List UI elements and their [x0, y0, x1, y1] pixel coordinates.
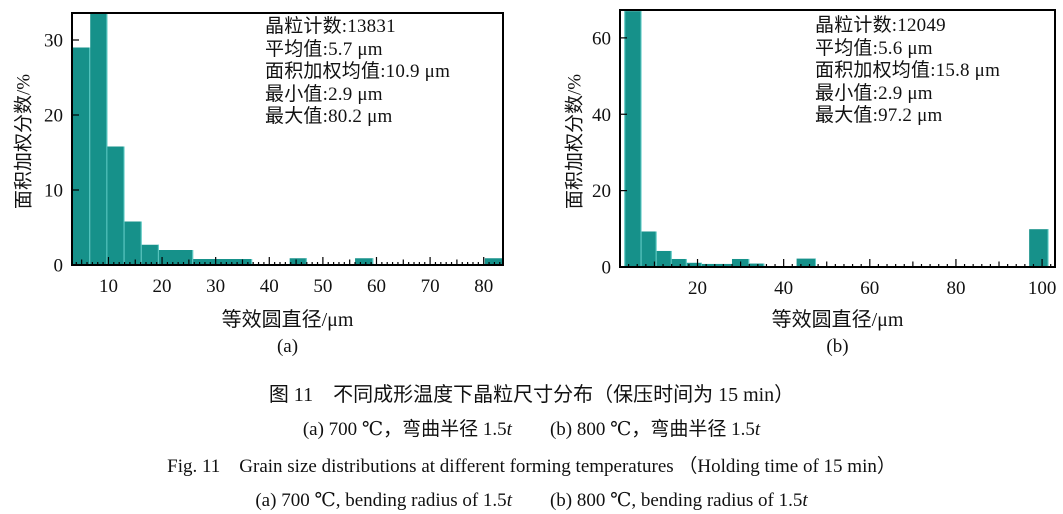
- panel-label-a: (a): [276, 336, 299, 357]
- svg-text:40: 40: [592, 105, 611, 126]
- svg-text:80: 80: [474, 276, 493, 297]
- caption-italic-t: t: [506, 490, 512, 511]
- panel-label-b: (b): [826, 336, 849, 357]
- caption-title-cn: 图 11 不同成形温度下晶粒尺寸分布（保压时间为 15 min）: [268, 384, 795, 406]
- annotation-line: 最小值:2.9 μm: [815, 82, 933, 104]
- svg-text:0: 0: [54, 256, 64, 277]
- svg-text:70: 70: [421, 276, 440, 297]
- caption-italic-t: t: [754, 419, 761, 440]
- annotation-line: 最大值:97.2 μm: [815, 105, 943, 126]
- y-axis-label: 面积加权分数/%: [13, 73, 35, 210]
- svg-text:80: 80: [946, 278, 965, 299]
- caption-italic-t: t: [506, 419, 512, 440]
- svg-text:10: 10: [99, 276, 118, 297]
- svg-text:30: 30: [206, 276, 225, 297]
- annotation-line: 平均值:5.6 μm: [815, 37, 933, 59]
- caption-title-en: Fig. 11 Grain size distributions at diff…: [167, 456, 896, 477]
- svg-text:10: 10: [44, 181, 63, 202]
- stats-annotation-b: 晶粒计数:12049 平均值:5.6 μm 面积加权均值:15.8 μm 最小值…: [815, 15, 1000, 128]
- svg-text:20: 20: [592, 181, 611, 202]
- caption-sub-en-b: (b) 800 ℃, bending radius of 1.5: [511, 490, 803, 511]
- annotation-line: 最大值:80.2 μm: [265, 106, 393, 127]
- svg-text:100: 100: [1028, 278, 1057, 299]
- x-axis-label: 等效圆直径/μm: [221, 309, 354, 331]
- annotation-line: 晶粒计数:13831: [265, 16, 396, 37]
- annotation-line: 平均值:5.7 μm: [265, 38, 383, 60]
- svg-text:0: 0: [602, 258, 612, 279]
- svg-text:40: 40: [774, 278, 793, 299]
- svg-text:30: 30: [44, 31, 63, 52]
- caption-sub-en: (a) 700 ℃, bending radius of 1.5t (b) 80…: [0, 485, 1063, 512]
- annotation-line: 面积加权均值:15.8 μm: [815, 60, 1001, 81]
- x-axis-label: 等效圆直径/μm: [771, 309, 904, 331]
- svg-text:20: 20: [153, 276, 172, 297]
- svg-text:20: 20: [44, 106, 63, 127]
- svg-text:60: 60: [592, 28, 611, 49]
- svg-text:60: 60: [367, 276, 386, 297]
- y-axis-label: 面积加权分数/%: [564, 73, 586, 210]
- histogram-svg: 0 20 40 60 20 40 60 80 100: [592, 9, 1057, 299]
- histogram-svg: 0 10 20 30 10 20 30 40 50 60 70 80: [44, 12, 504, 297]
- annotation-line: 晶粒计数:12049: [815, 15, 946, 36]
- caption-italic-t: t: [802, 490, 808, 511]
- stats-annotation-a: 晶粒计数:13831 平均值:5.7 μm 面积加权均值:10.9 μm 最小值…: [265, 16, 450, 129]
- annotation-line: 最小值:2.9 μm: [265, 83, 383, 105]
- caption-sub-cn-b: (b) 800 ℃，弯曲半径 1.5: [511, 419, 755, 440]
- caption-sub-en-a: (a) 700 ℃, bending radius of 1.5: [255, 490, 507, 511]
- svg-text:60: 60: [860, 278, 879, 299]
- annotation-line: 面积加权均值:10.9 μm: [265, 61, 451, 82]
- svg-text:20: 20: [688, 278, 707, 299]
- caption-sub-cn: (a) 700 ℃，弯曲半径 1.5t (b) 800 ℃，弯曲半径 1.5t: [0, 414, 1063, 441]
- caption-sub-cn-a: (a) 700 ℃，弯曲半径 1.5: [302, 419, 507, 440]
- svg-text:40: 40: [260, 276, 279, 297]
- svg-text:50: 50: [313, 276, 332, 297]
